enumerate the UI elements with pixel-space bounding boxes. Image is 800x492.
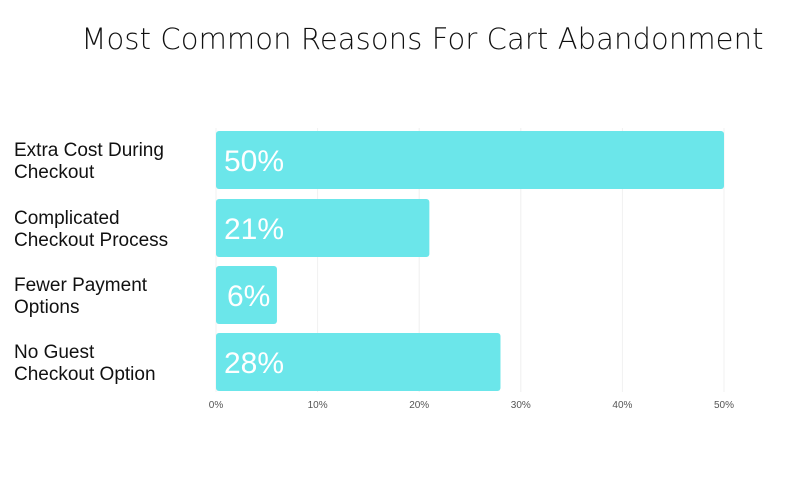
category-label: Checkout Process	[14, 230, 168, 251]
bar-value-label: 28%	[224, 347, 284, 380]
category-label: Options	[14, 297, 79, 318]
bar-value-labels: 50% 21% 6% 28%	[224, 145, 284, 380]
x-tick-label: 30%	[511, 400, 531, 411]
category-label: Complicated	[14, 208, 120, 229]
x-axis-ticks: 0% 10% 20% 30% 40% 50%	[209, 400, 734, 411]
category-label: Checkout	[14, 162, 95, 183]
bar-value-label: 50%	[224, 145, 284, 178]
bar	[216, 131, 724, 189]
category-labels: Extra Cost DuringCheckoutComplicatedChec…	[14, 140, 168, 385]
x-tick-label: 10%	[308, 400, 328, 411]
category-label: Fewer Payment	[14, 275, 148, 296]
x-tick-label: 0%	[209, 400, 224, 411]
bar	[216, 333, 501, 391]
x-tick-label: 20%	[409, 400, 429, 411]
bar-value-label: 6%	[227, 280, 270, 313]
category-label: No Guest	[14, 342, 95, 363]
bar	[216, 199, 430, 257]
category-label: Checkout Option	[14, 364, 156, 385]
bars	[216, 131, 724, 391]
bar-value-label: 21%	[224, 213, 284, 246]
chart-title: Most Common Reasons For Cart Abandonment	[81, 22, 764, 56]
x-tick-label: 50%	[714, 400, 734, 411]
x-tick-label: 40%	[612, 400, 632, 411]
category-label: Extra Cost During	[14, 140, 164, 161]
bar	[216, 266, 277, 324]
